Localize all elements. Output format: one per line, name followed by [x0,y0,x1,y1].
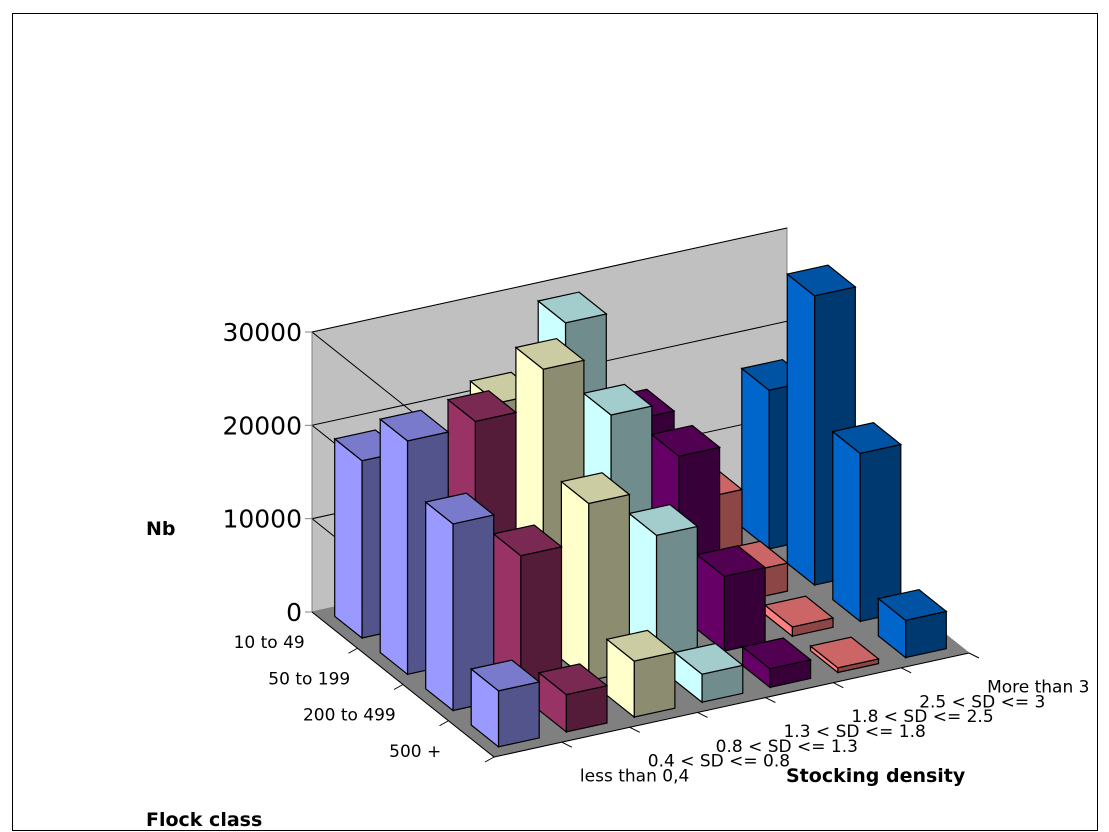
bar [876,588,948,659]
y-tick-mark [968,652,980,659]
bar-top-face [537,663,609,696]
y-tick-mark [833,682,844,689]
bar-top-face [650,424,721,457]
bar-side-face [723,566,766,652]
bar-top-face [831,422,903,455]
bar-front-face [334,437,363,640]
bar [424,492,496,712]
bar-top-face [492,524,563,557]
bar-top-face [627,503,699,536]
y-tick-label: 1.8 < SD <= 2.5 [851,707,993,727]
x-tick-mark [439,720,449,727]
x-tick-mark [484,756,495,763]
bar [831,422,903,623]
bar-front-face [741,367,770,551]
y-tick-label: less than 0,4 [580,767,689,787]
z-axis-title: Nb [146,518,176,540]
bar-front-face [379,417,409,676]
labels-layer: Nb Flock class Stocking density 0 10000 20… [146,318,1089,831]
y-tick-label: 1.3 < SD <= 1.8 [783,722,925,742]
x-tick-label: 10 to 49 [234,633,305,653]
x-tick-mark [348,647,358,654]
bar-top-face [560,472,631,505]
bar-top-face [763,595,835,628]
bar [605,629,677,719]
y-tick-mark [900,667,912,674]
bar-front-face [560,480,590,683]
bar [537,663,609,734]
bar-top-face [446,390,518,423]
bar-top-face [378,409,450,442]
z-tick-label: 30000 [222,318,302,347]
bar-top-face [514,337,586,370]
bar-front-face [425,500,454,712]
x-axis-title: Flock class [146,809,262,831]
bar-top-face [673,642,745,675]
bar-top-face [809,636,880,669]
bars-layer [333,264,948,749]
y-tick-mark [629,726,640,733]
y-tick-label: 0.4 < SD <= 0.8 [648,752,790,772]
bar-side-face [633,651,676,718]
bar [809,636,880,674]
bar-top-face [469,659,541,692]
x-tick-label: 50 to 199 [268,669,350,689]
z-tick-label: 10000 [222,505,302,534]
y-tick-label: More than 3 [987,677,1089,697]
y-tick-mark [561,741,573,748]
y-tick-mark [697,711,708,718]
bar [560,472,631,683]
bar-side-face [497,681,540,748]
z-tick-label: 20000 [222,411,302,440]
bar-front-face [786,272,816,587]
bar-top-face [741,637,812,670]
y-axis-title: Stocking density [786,765,966,787]
y-tick-label: 0.8 < SD <= 1.3 [716,737,858,757]
bar [763,595,835,638]
bar-top-face [582,383,654,416]
x-tick-label: 500 + [389,742,441,762]
bar-top-face [424,492,496,525]
z-tick-label: 0 [286,598,302,627]
bar [627,503,699,668]
bar-front-face [832,430,861,623]
bar-top-face [605,629,677,662]
bar [741,637,812,689]
bar-top-face [785,264,857,297]
bar [695,545,767,653]
bar [469,659,541,749]
y-tick-label: 2.5 < SD <= 3 [919,692,1045,712]
bar-top-face [695,545,767,578]
bar-top-face [876,588,948,621]
x-tick-label: 200 to 499 [303,706,396,726]
x-tick-mark [393,684,404,690]
y-axis-line [493,652,970,758]
bar [492,524,563,697]
y-tick-mark [765,697,776,704]
bar-top-face [536,291,608,324]
